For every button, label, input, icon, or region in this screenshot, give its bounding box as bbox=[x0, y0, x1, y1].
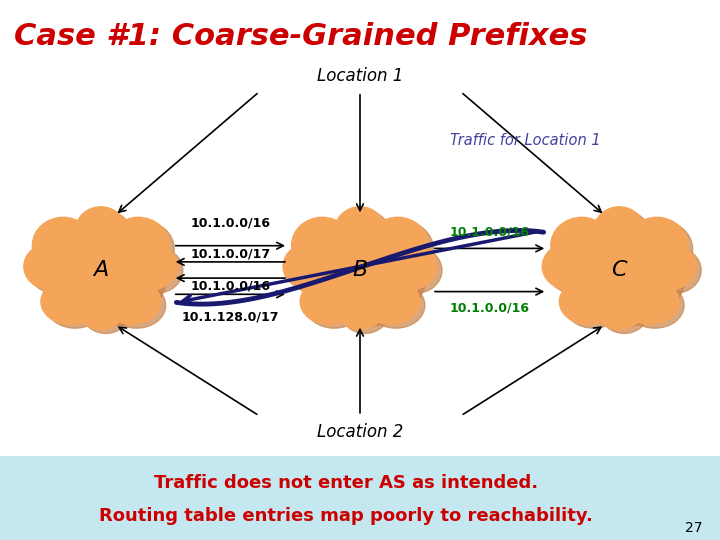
Ellipse shape bbox=[305, 282, 364, 328]
Ellipse shape bbox=[367, 217, 428, 273]
Ellipse shape bbox=[559, 279, 618, 325]
Ellipse shape bbox=[108, 217, 169, 273]
Ellipse shape bbox=[595, 287, 643, 329]
Ellipse shape bbox=[40, 217, 163, 322]
Text: 27: 27 bbox=[685, 521, 702, 535]
Text: A: A bbox=[93, 260, 109, 280]
Ellipse shape bbox=[299, 217, 422, 322]
Ellipse shape bbox=[598, 211, 650, 260]
Text: 10.1.128.0/17: 10.1.128.0/17 bbox=[181, 310, 279, 323]
Ellipse shape bbox=[551, 217, 612, 273]
Ellipse shape bbox=[339, 211, 391, 260]
Ellipse shape bbox=[297, 221, 359, 278]
Ellipse shape bbox=[558, 217, 681, 322]
Ellipse shape bbox=[300, 279, 359, 325]
Ellipse shape bbox=[626, 217, 688, 273]
Ellipse shape bbox=[102, 279, 161, 325]
Ellipse shape bbox=[77, 287, 125, 329]
Ellipse shape bbox=[304, 221, 426, 326]
Ellipse shape bbox=[600, 292, 648, 333]
Text: Location 1: Location 1 bbox=[317, 66, 403, 85]
Ellipse shape bbox=[288, 247, 339, 293]
Ellipse shape bbox=[127, 244, 178, 289]
Text: 10.1.0.0/16: 10.1.0.0/16 bbox=[449, 301, 530, 314]
Ellipse shape bbox=[41, 279, 99, 325]
Ellipse shape bbox=[80, 211, 132, 260]
Ellipse shape bbox=[650, 247, 701, 293]
Ellipse shape bbox=[32, 217, 94, 273]
Text: 10.1.0.0/16: 10.1.0.0/16 bbox=[190, 217, 271, 230]
Ellipse shape bbox=[283, 244, 334, 289]
Text: 10.1.0.0/17: 10.1.0.0/17 bbox=[190, 247, 271, 260]
Ellipse shape bbox=[292, 217, 353, 273]
Text: C: C bbox=[611, 260, 627, 280]
Ellipse shape bbox=[593, 207, 645, 256]
Ellipse shape bbox=[556, 221, 618, 278]
Ellipse shape bbox=[631, 221, 693, 278]
Ellipse shape bbox=[372, 221, 433, 278]
Ellipse shape bbox=[37, 221, 99, 278]
Text: 10.1.0.0/16: 10.1.0.0/16 bbox=[449, 226, 530, 239]
Ellipse shape bbox=[621, 279, 679, 325]
Ellipse shape bbox=[336, 287, 384, 329]
Ellipse shape bbox=[547, 247, 598, 293]
Ellipse shape bbox=[542, 244, 593, 289]
Ellipse shape bbox=[563, 221, 685, 326]
Ellipse shape bbox=[341, 292, 389, 333]
Ellipse shape bbox=[45, 221, 168, 326]
Ellipse shape bbox=[564, 282, 623, 328]
Ellipse shape bbox=[46, 282, 104, 328]
Ellipse shape bbox=[334, 207, 386, 256]
Ellipse shape bbox=[361, 279, 420, 325]
Ellipse shape bbox=[391, 247, 442, 293]
Ellipse shape bbox=[645, 244, 696, 289]
Ellipse shape bbox=[24, 244, 75, 289]
Text: Routing table entries map poorly to reachability.: Routing table entries map poorly to reac… bbox=[99, 507, 593, 525]
Text: Traffic for Location 1: Traffic for Location 1 bbox=[450, 133, 601, 148]
Ellipse shape bbox=[29, 247, 80, 293]
Ellipse shape bbox=[132, 247, 183, 293]
Text: B: B bbox=[352, 260, 368, 280]
Ellipse shape bbox=[386, 244, 437, 289]
Text: 10.1.0.0/16: 10.1.0.0/16 bbox=[190, 280, 271, 293]
Text: Location 2: Location 2 bbox=[317, 423, 403, 441]
Text: Case #1: Coarse-Grained Prefixes: Case #1: Coarse-Grained Prefixes bbox=[14, 22, 588, 51]
Ellipse shape bbox=[113, 221, 174, 278]
Text: Traffic does not enter AS as intended.: Traffic does not enter AS as intended. bbox=[153, 474, 538, 492]
Ellipse shape bbox=[75, 207, 127, 256]
Ellipse shape bbox=[626, 282, 684, 328]
Ellipse shape bbox=[366, 282, 425, 328]
FancyBboxPatch shape bbox=[0, 456, 720, 540]
Ellipse shape bbox=[82, 292, 130, 333]
Ellipse shape bbox=[107, 282, 166, 328]
